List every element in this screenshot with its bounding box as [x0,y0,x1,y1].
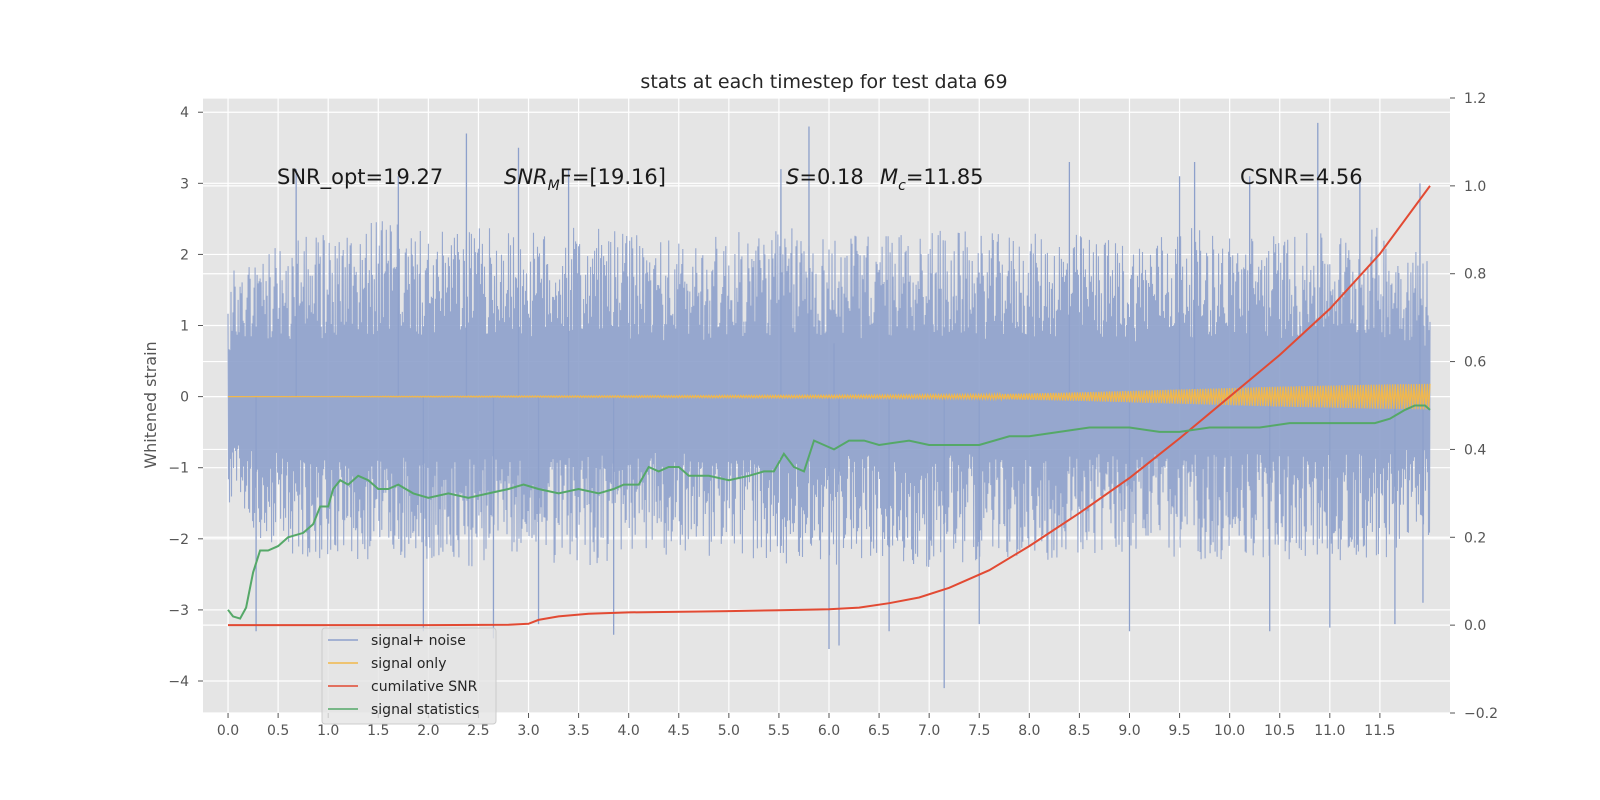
legend-label-cumulative-snr: cumilative SNR [371,679,478,695]
snr-mf-subscript: M [548,178,560,194]
x-tick-label: 8.5 [1068,723,1090,739]
signal-only-line [228,383,1431,410]
axes: 0.0 0.5 1.0 1.5 2.0 2.5 3.0 3.5 4.0 4.5 5.0 5.5 6.0 6… [168,91,1498,739]
x-tick-label: 3.0 [517,723,539,739]
x-tick-label: 10.0 [1214,723,1245,739]
mc-annotation: Mc=11.85 [880,165,984,194]
x-tick-label: 0.5 [267,723,289,739]
chart-title: stats at each timestep for test data 69 [640,71,1007,93]
y2-tick-label: 1.0 [1464,179,1486,195]
y2-tick-label: 0.0 [1464,618,1486,634]
signal-statistics-series [227,404,1431,620]
signal-only-series [228,383,1431,410]
snr-mf-value: F=[19.16] [560,165,666,189]
csnr-annotation: CSNR=4.56 [1240,165,1363,189]
snr-mf-annotation: SNRMF=[19.16] [504,165,666,194]
x-tick-label: 5.0 [718,723,740,739]
y-axis-title: Whitened strain [141,341,160,468]
x-tick-label: 8.0 [1018,723,1040,739]
x-tick-label: 7.5 [968,723,990,739]
y-tick-label: −1 [168,461,189,477]
x-tick-label: 4.0 [618,723,640,739]
signal-statistics-line [227,404,1431,620]
x-tick-label: 2.0 [417,723,439,739]
mc-value: =11.85 [906,165,984,189]
cumulative-snr-line [228,185,1431,627]
y2-tick-label: 1.2 [1464,91,1486,107]
mc-subscript: c [898,178,906,194]
y-tick-label: 1 [180,319,189,335]
y-tick-label: 0 [180,390,189,406]
legend-label-signal-noise: signal+ noise [371,633,466,649]
x-tick-label: 4.5 [668,723,690,739]
x-tick-label: 1.0 [317,723,339,739]
snr-mf-symbol: SNR [504,165,548,189]
cumulative-snr-series [228,185,1431,627]
x-tick-label: 7.0 [918,723,940,739]
y2-tick-label: 0.4 [1464,442,1486,458]
legend: signal+ noise signal only cumilative SNR… [321,627,497,725]
legend-label-signal-statistics: signal statistics [371,702,479,718]
x-tick-label: 9.5 [1168,723,1190,739]
mc-symbol: M [880,165,898,189]
x-tick-label: 10.5 [1264,723,1295,739]
s-value: =0.18 [799,165,863,189]
y-tick-label: 3 [180,176,189,192]
y-tick-label: 2 [180,247,189,263]
legend-label-signal-only: signal only [371,656,446,672]
y2-tick-label: −0.2 [1464,706,1498,722]
x-tick-label: 11.5 [1364,723,1395,739]
y-tick-label: 4 [180,105,189,121]
y2-tick-label: 0.8 [1464,267,1486,283]
x-tick-label: 1.5 [367,723,389,739]
x-tick-label: 3.5 [567,723,589,739]
snr-opt-annotation: SNR_opt=19.27 [277,165,443,190]
y2-tick-label: 0.6 [1464,355,1486,371]
y-tick-label: −4 [168,674,189,690]
legend-frame [321,627,497,725]
y-tick-label: −2 [168,532,189,548]
y-tick-label: −3 [168,603,189,619]
x-tick-label: 9.0 [1118,723,1140,739]
x-tick-label: 2.5 [467,723,489,739]
s-annotation: S=0.18 [786,165,864,189]
x-tick-label: 11.0 [1314,723,1345,739]
y2-tick-label: 0.2 [1464,530,1486,546]
x-tick-label: 6.5 [868,723,890,739]
signal-noise-line [227,221,1431,567]
s-symbol: S [786,165,799,189]
x-tick-label: 5.5 [768,723,790,739]
x-tick-label: 0.0 [217,723,239,739]
x-tick-label: 6.0 [818,723,840,739]
